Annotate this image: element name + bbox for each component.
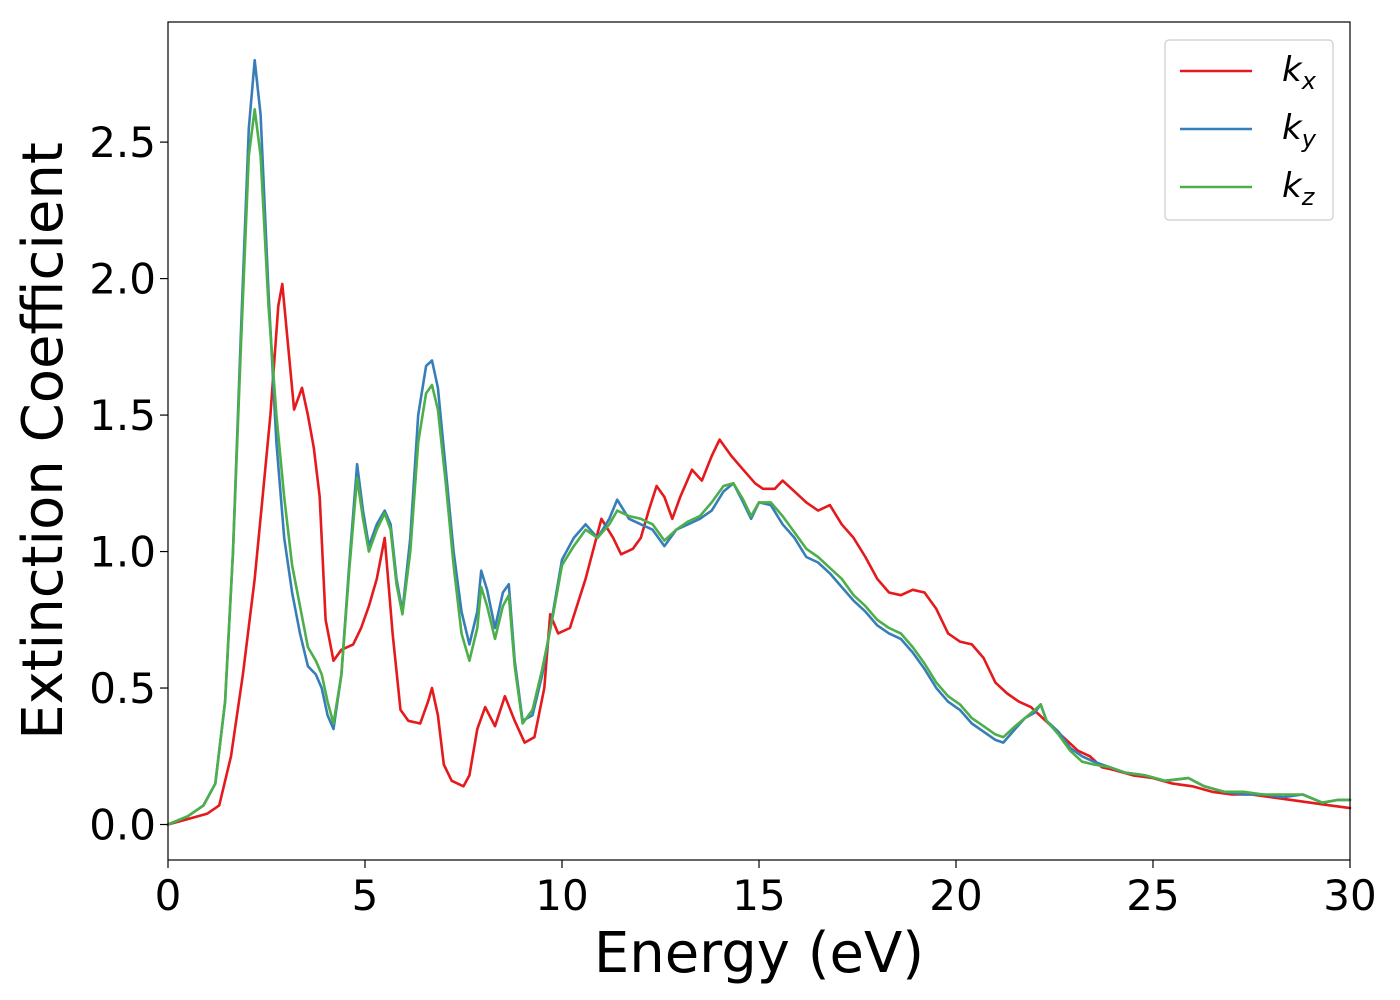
y-tick-label: 2.5 (89, 118, 156, 167)
series-line-k-z (166, 108, 1352, 826)
x-tick-label: 20 (929, 871, 982, 920)
legend-label-main: k (1282, 108, 1303, 148)
legend-label-main: k (1282, 50, 1303, 90)
y-axis-title: Extinction Coefficient (11, 142, 76, 740)
x-tick-label: 5 (352, 871, 379, 920)
legend-label-sub: y (1301, 125, 1317, 153)
legend-label-k-x: kx (1282, 50, 1317, 95)
x-tick-label: 25 (1126, 871, 1179, 920)
legend-label-sub: x (1301, 67, 1317, 95)
y-axis-ticks: 0.0 0.5 1.0 1.5 2.0 2.5 (89, 118, 168, 850)
x-tick-label: 0 (155, 871, 182, 920)
legend-label-k-y: ky (1282, 108, 1317, 153)
legend-label-main: k (1282, 166, 1303, 206)
legend-label-sub: z (1301, 183, 1316, 211)
series-layer (166, 58, 1352, 826)
x-tick-label: 10 (535, 871, 588, 920)
plot-background (168, 22, 1350, 860)
y-tick-label: 2.0 (89, 255, 156, 304)
x-tick-label: 15 (732, 871, 785, 920)
x-tick-label: 30 (1323, 871, 1376, 920)
y-tick-label: 0.0 (89, 801, 156, 850)
x-axis-ticks: 0 5 10 15 20 25 30 (155, 860, 1377, 920)
series-line-k-x (166, 282, 1352, 826)
y-tick-label: 0.5 (89, 664, 156, 713)
y-tick-label: 1.0 (89, 528, 156, 577)
legend-label-k-z: kz (1282, 166, 1316, 211)
y-tick-label: 1.5 (89, 391, 156, 440)
x-axis-title: Energy (eV) (594, 921, 924, 986)
